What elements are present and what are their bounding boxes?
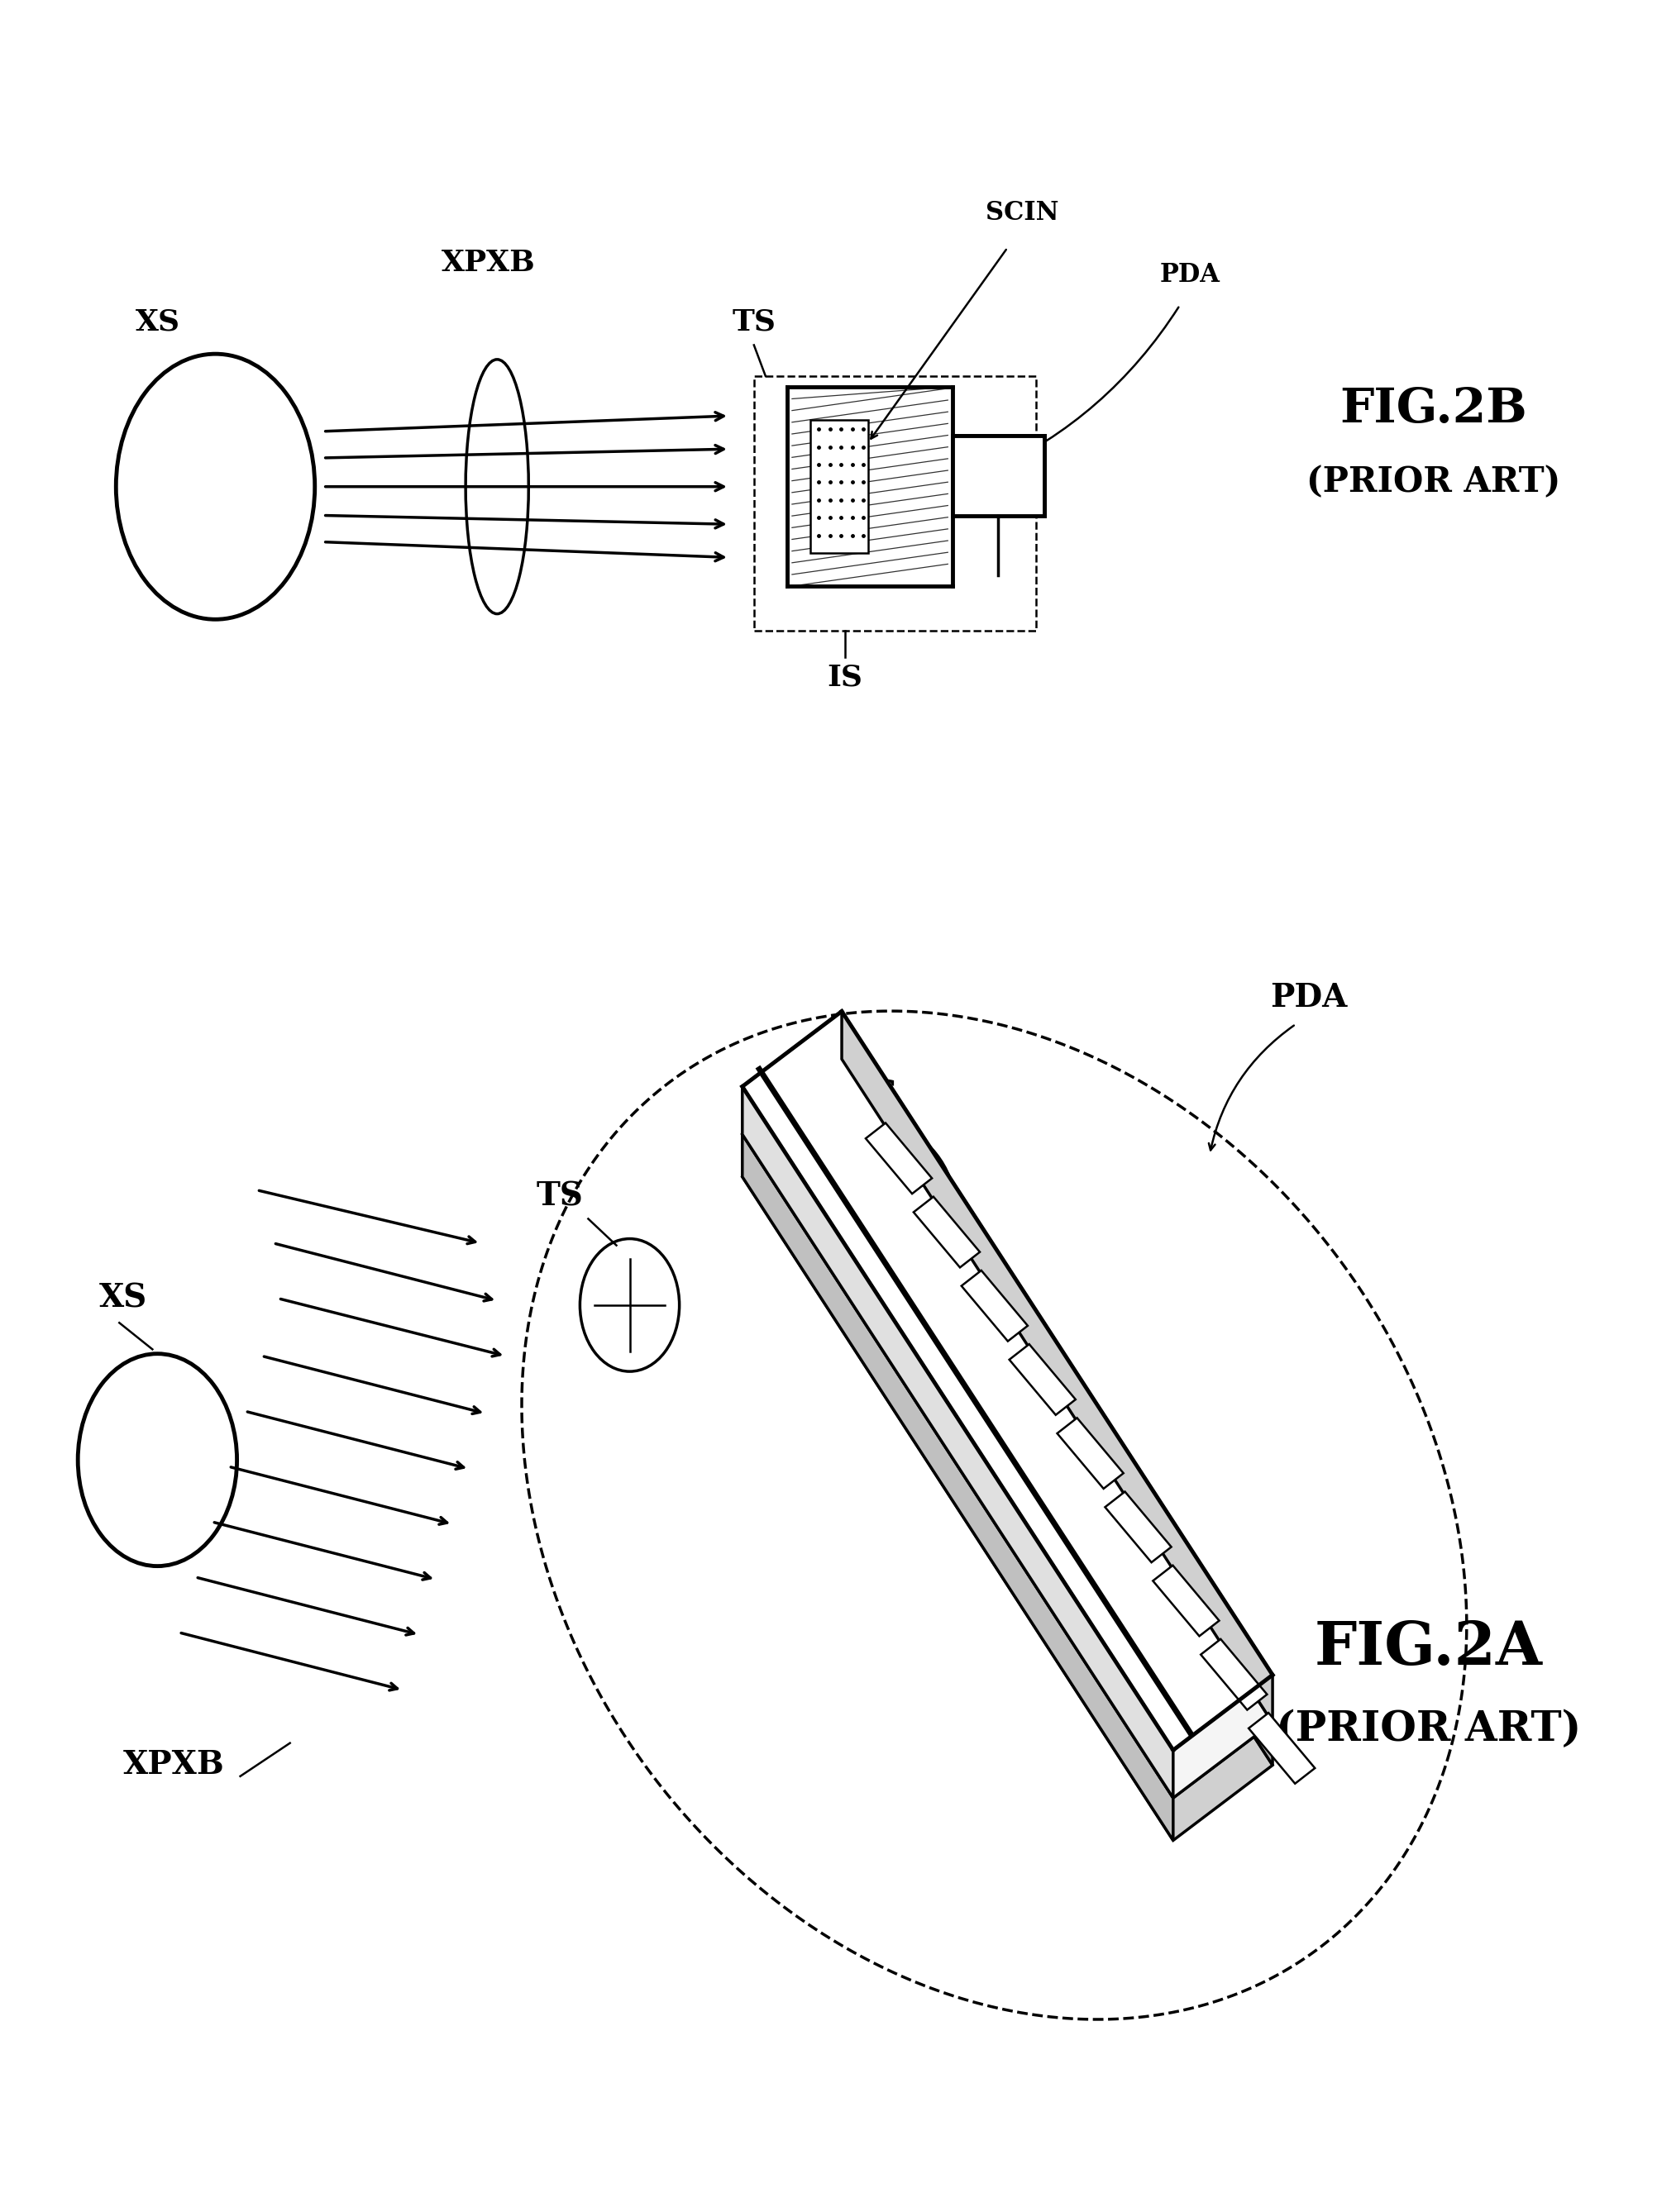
Polygon shape	[1009, 1345, 1075, 1416]
Polygon shape	[842, 1060, 1273, 1765]
Text: XS: XS	[136, 307, 179, 336]
Polygon shape	[865, 1124, 931, 1194]
Text: PDA: PDA	[1271, 982, 1347, 1013]
Bar	[810, 420, 868, 553]
Polygon shape	[1201, 1639, 1268, 1710]
Text: PDA: PDA	[1160, 261, 1220, 288]
Polygon shape	[742, 1011, 1273, 1750]
Polygon shape	[1153, 1566, 1220, 1637]
Text: FIG.2B: FIG.2B	[1339, 387, 1528, 431]
Text: SCIN: SCIN	[986, 199, 1059, 226]
Text: FIG.2A: FIG.2A	[1314, 1619, 1543, 1677]
Text: IS: IS	[858, 1079, 898, 1110]
Polygon shape	[842, 1011, 1273, 1723]
Text: (PRIOR ART): (PRIOR ART)	[1276, 1710, 1581, 1750]
Polygon shape	[742, 1060, 1273, 1798]
Polygon shape	[742, 1135, 1173, 1840]
Text: XPXB: XPXB	[442, 248, 535, 276]
Polygon shape	[742, 1060, 1273, 1798]
Bar	[953, 436, 1044, 515]
Polygon shape	[1249, 1712, 1316, 1783]
Text: (PRIOR ART): (PRIOR ART)	[1306, 465, 1561, 500]
Text: XPXB: XPXB	[123, 1750, 225, 1781]
Text: XS: XS	[99, 1283, 147, 1314]
Polygon shape	[1105, 1491, 1171, 1562]
Text: TS: TS	[537, 1181, 583, 1212]
Bar	[754, 376, 1036, 630]
Text: IS: IS	[827, 664, 863, 692]
Polygon shape	[1057, 1418, 1123, 1489]
Polygon shape	[961, 1270, 1027, 1340]
Text: TS: TS	[732, 307, 775, 336]
Polygon shape	[742, 1102, 1273, 1840]
Polygon shape	[913, 1197, 979, 1267]
Polygon shape	[742, 1086, 1173, 1798]
